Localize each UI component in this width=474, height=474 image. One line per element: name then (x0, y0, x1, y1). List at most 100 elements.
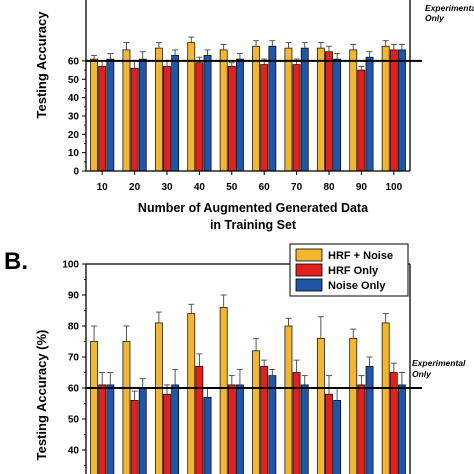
panel-a-y-tick-label-10: 10 (68, 148, 80, 159)
panel-a-bar-hrf_noise-70 (284, 47, 293, 172)
panel-b-bar-hrf_noise-100 (381, 322, 390, 474)
panel-b-y-axis-label: Testing Accuracy (%) (34, 330, 49, 461)
panel-a-x-tick-label-40: 40 (194, 182, 206, 193)
panel-a-x-tick-label-70: 70 (291, 182, 303, 193)
panel-a-x-axis-label-line2: in Training Set (210, 218, 297, 232)
panel-b-bar-hrf_only-10 (98, 384, 107, 474)
panel-b-legend: HRF + Noise HRF Only Noise Only (289, 243, 409, 297)
panel-a-reference-label-line2: Only (425, 13, 445, 23)
panel-b-bar-hrf_noise-10 (90, 341, 98, 474)
panel-b-reference-label-line2: Only (412, 369, 432, 379)
panel-a-y-tick-label-50: 50 (68, 75, 80, 86)
panel-b-bar-hrf_only-40 (195, 365, 204, 474)
panel-b-bar-hrf_noise-90 (349, 338, 358, 474)
panel-b-bar-noise_only-30 (171, 384, 180, 474)
panel-a-bar-hrf_only-80 (325, 51, 333, 172)
panel-a-bar-noise_only-70 (300, 47, 309, 172)
panel-a-bar-hrf_noise-100 (381, 45, 390, 172)
panel-b-bar-hrf_noise-60 (252, 350, 260, 474)
panel-a-x-tick-label-50: 50 (226, 182, 238, 193)
panel-a-bar-hrf_noise-60 (252, 45, 260, 172)
panel-a-y-tick-label-60: 60 (68, 56, 80, 67)
panel-b-y-tick-label-60: 60 (68, 384, 80, 395)
panel-a-x-tick-label-100: 100 (385, 182, 402, 193)
legend-label-hrf-noise: HRF + Noise (328, 250, 393, 262)
panel-b-bar-noise_only-50 (236, 384, 244, 474)
panel-b-bar-hrf_noise-40 (187, 313, 196, 474)
panel-a-bar-hrf_noise-80 (316, 47, 325, 172)
panel-a-bar-hrf_noise-30 (154, 47, 163, 172)
legend-swatch-hrf-noise (295, 248, 323, 262)
panel-a-y-tick-label-20: 20 (68, 130, 80, 141)
panel-a-bar-noise_only-30 (171, 55, 180, 172)
panel-b-bar-noise_only-60 (268, 375, 277, 474)
panel-a-bar-hrf_noise-50 (219, 49, 228, 172)
panel-b-reference-label-line1: Experimental (412, 358, 466, 368)
panel-b-bar-noise_only-80 (333, 400, 342, 474)
panel-a-bar-noise_only-60 (268, 45, 277, 172)
panel-a-bar-hrf_only-50 (227, 66, 236, 172)
legend-swatch-hrf-only (295, 263, 323, 277)
panel-a: 0 10 20 30 40 50 60 10 20 30 40 50 60 70 80 90 100 Testi… (34, 0, 474, 232)
panel-a-x-tick-label-30: 30 (161, 182, 173, 193)
panel-a-x-axis-label-line1: Number of Augmented Generated Data (138, 201, 369, 215)
panel-a-bar-hrf_only-60 (260, 64, 269, 172)
panel-a-bar-hrf_only-90 (357, 69, 366, 172)
panel-b-bar-hrf_noise-50 (219, 307, 228, 474)
legend-label-hrf-only: HRF Only (328, 265, 379, 277)
panel-a-reference-label-line1: Experimental (425, 3, 474, 13)
panel-a-bar-noise_only-20 (138, 58, 147, 172)
panel-b-bar-hrf_noise-70 (284, 325, 293, 474)
panel-b-y-tick-label-40: 40 (68, 446, 80, 457)
panel-b-bar-hrf_only-30 (163, 393, 171, 474)
panel-b-bar-noise_only-40 (203, 396, 212, 474)
panel-b-bar-noise_only-20 (138, 387, 147, 474)
panel-a-bar-noise_only-100 (398, 49, 406, 172)
panel-a-bar-hrf_only-20 (130, 67, 139, 172)
panel-b-bar-noise_only-100 (398, 384, 406, 474)
panel-b-bar-noise_only-90 (365, 365, 374, 474)
panel-b-y-tick-label-90: 90 (68, 291, 80, 302)
legend-label-noise-only: Noise Only (328, 280, 386, 292)
panel-b-bar-hrf_noise-80 (316, 338, 325, 474)
panel-a-bar-hrf_only-70 (292, 64, 301, 172)
panel-a-x-tick-label-20: 20 (129, 182, 141, 193)
panel-a-bar-noise_only-50 (236, 58, 244, 172)
panel-a-bar-noise_only-90 (365, 56, 374, 172)
panel-b-y-tick-label-50: 50 (68, 415, 80, 426)
panel-a-axes: 0 10 20 30 40 50 60 10 20 30 40 50 60 70 80 90 100 (68, 0, 422, 193)
panel-a-x-tick-label-90: 90 (356, 182, 368, 193)
panel-a-y-tick-label-30: 30 (68, 111, 80, 122)
panel-a-x-tick-label-60: 60 (259, 182, 271, 193)
panel-b-bars (90, 294, 406, 474)
panel-a-bar-hrf_only-100 (389, 49, 398, 172)
panel-b-bar-hrf_only-60 (260, 365, 269, 474)
panel-b-bar-hrf_only-90 (357, 384, 366, 474)
panel-b-bar-hrf_noise-20 (122, 341, 131, 474)
panel-b-y-tick-label-100: 100 (62, 260, 79, 271)
panel-a-x-tick-label-10: 10 (97, 182, 109, 193)
panel-b-bar-hrf_only-20 (130, 400, 139, 474)
panel-b-bar-noise_only-10 (106, 384, 115, 474)
panel-b-bar-hrf_noise-30 (154, 322, 163, 474)
panel-a-bar-noise_only-80 (333, 58, 342, 172)
panel-a-y-axis-label: Testing Accuracy (34, 11, 49, 119)
panel-a-bar-hrf_only-40 (195, 62, 204, 172)
panel-a-bar-hrf_only-30 (163, 66, 171, 172)
panel-a-bar-noise_only-10 (106, 58, 115, 172)
panel-a-x-tick-label-80: 80 (323, 182, 335, 193)
panel-a-bars (90, 36, 406, 172)
panel-a-bar-hrf_noise-20 (122, 49, 131, 172)
panel-b-y-tick-label-80: 80 (68, 322, 80, 333)
panel-a-bar-noise_only-40 (203, 55, 212, 172)
panel-b-letter: B. (4, 248, 28, 275)
panel-b-bar-hrf_only-80 (325, 393, 333, 474)
panel-a-bar-hrf_noise-90 (349, 49, 358, 172)
panel-a-y-tick-label-40: 40 (68, 93, 80, 104)
panel-b-bar-noise_only-70 (300, 384, 309, 474)
panel-a-y-tick-label-0: 0 (73, 167, 79, 178)
panel-a-bar-hrf_only-10 (98, 66, 107, 172)
panel-b-y-tick-label-70: 70 (68, 353, 80, 364)
